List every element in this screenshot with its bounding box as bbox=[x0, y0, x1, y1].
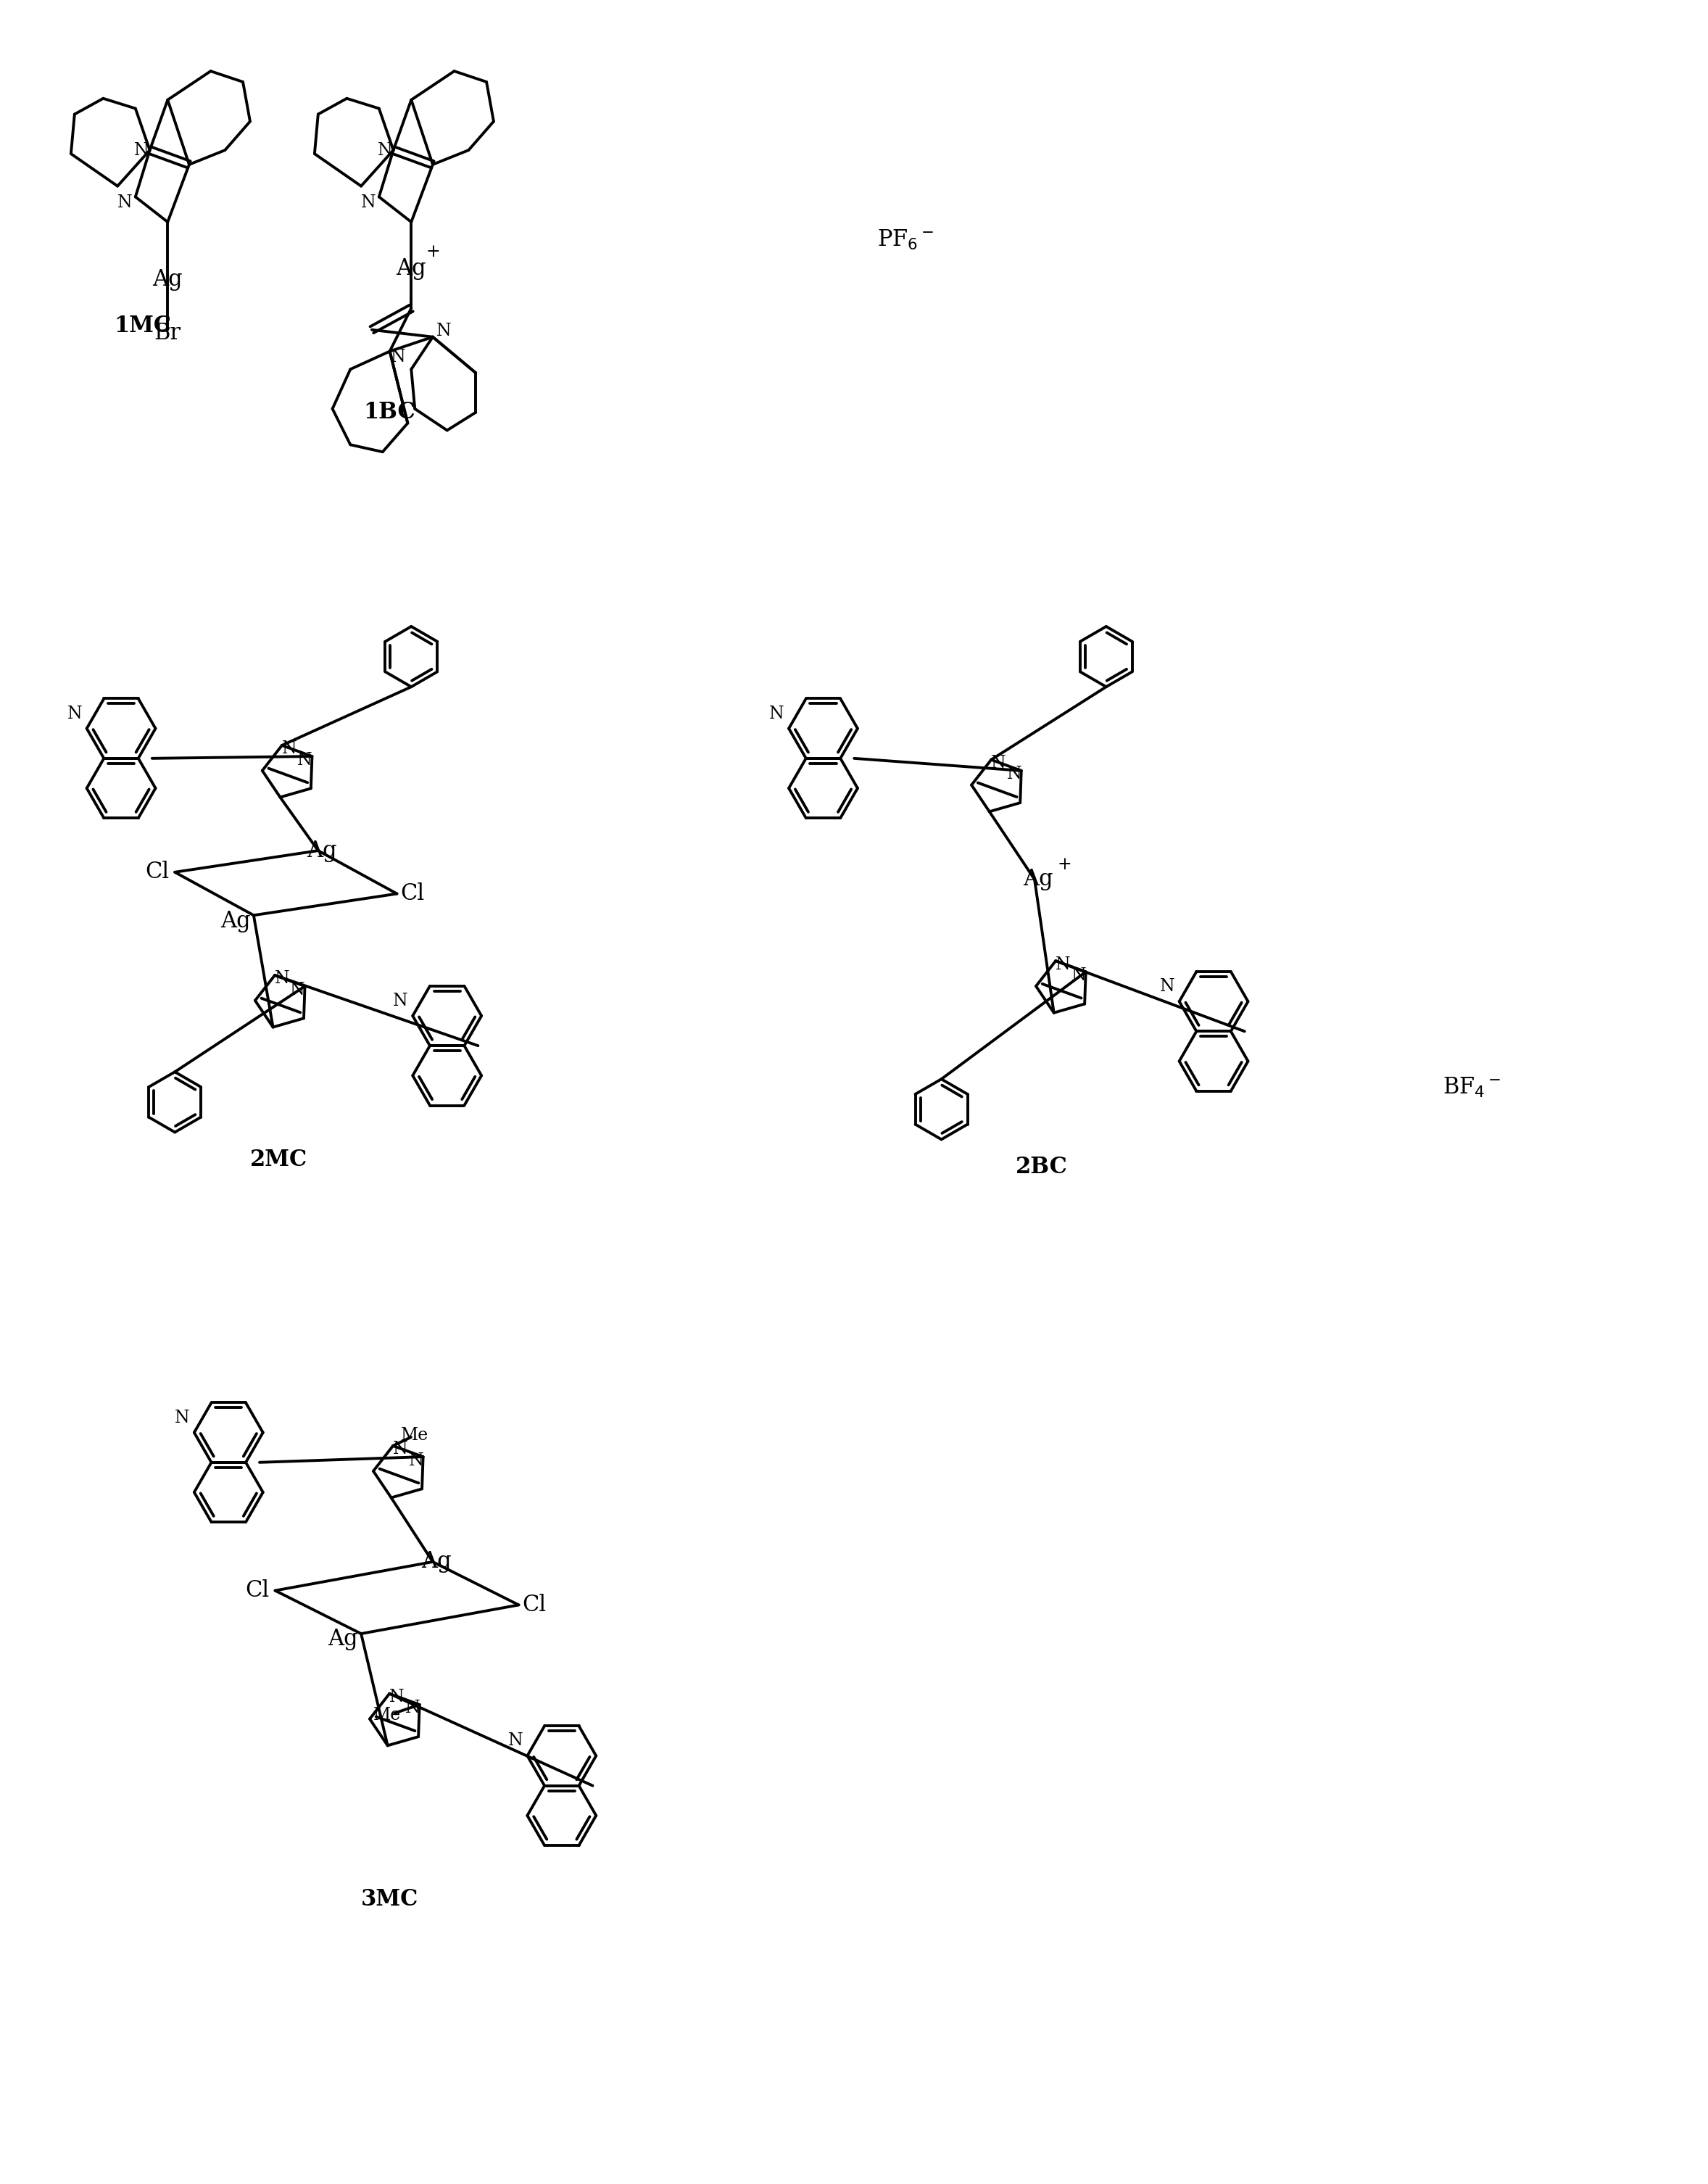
Text: N: N bbox=[393, 1441, 408, 1457]
Text: N: N bbox=[133, 142, 149, 159]
Text: Cl: Cl bbox=[523, 1594, 547, 1616]
Text: N: N bbox=[275, 970, 289, 987]
Text: Ag: Ag bbox=[328, 1629, 359, 1651]
Text: N: N bbox=[507, 1732, 523, 1749]
Text: Ag: Ag bbox=[1023, 867, 1054, 891]
Text: N: N bbox=[991, 756, 1006, 771]
Text: N: N bbox=[297, 751, 313, 769]
Text: N: N bbox=[1071, 968, 1086, 983]
Text: Cl: Cl bbox=[246, 1579, 270, 1601]
Text: Ag: Ag bbox=[152, 269, 183, 290]
Text: N: N bbox=[377, 142, 393, 159]
Text: N: N bbox=[405, 1699, 420, 1717]
Text: N: N bbox=[769, 705, 784, 723]
Text: N: N bbox=[391, 349, 407, 365]
Text: N: N bbox=[118, 194, 132, 212]
Text: N: N bbox=[67, 705, 82, 723]
Text: +: + bbox=[1057, 856, 1073, 874]
Text: 1MC: 1MC bbox=[114, 314, 171, 336]
Text: 2BC: 2BC bbox=[1016, 1155, 1068, 1177]
Text: Me: Me bbox=[401, 1426, 429, 1444]
Text: Cl: Cl bbox=[145, 860, 169, 882]
Text: N: N bbox=[436, 323, 451, 339]
Text: N: N bbox=[1056, 957, 1071, 972]
Text: PF$_6$$^-$: PF$_6$$^-$ bbox=[876, 229, 934, 251]
Text: N: N bbox=[389, 1688, 405, 1706]
Text: Me: Me bbox=[374, 1708, 401, 1723]
Text: Ag: Ag bbox=[422, 1551, 451, 1572]
Text: Br: Br bbox=[154, 321, 181, 345]
Text: Ag: Ag bbox=[396, 258, 427, 280]
Text: Ag: Ag bbox=[307, 839, 336, 863]
Text: Cl: Cl bbox=[401, 882, 425, 904]
Text: +: + bbox=[425, 245, 441, 260]
Text: N: N bbox=[393, 992, 408, 1009]
Text: N: N bbox=[282, 740, 297, 758]
Text: N: N bbox=[408, 1452, 424, 1468]
Text: Ag: Ag bbox=[220, 911, 251, 933]
Text: N: N bbox=[1160, 978, 1175, 996]
Text: N: N bbox=[1006, 767, 1021, 782]
Text: N: N bbox=[174, 1409, 190, 1426]
Text: 1BC: 1BC bbox=[364, 402, 415, 424]
Text: BF$_4$$^-$: BF$_4$$^-$ bbox=[1443, 1077, 1501, 1099]
Text: 3MC: 3MC bbox=[360, 1889, 418, 1911]
Text: 2MC: 2MC bbox=[249, 1149, 307, 1171]
Text: N: N bbox=[360, 194, 376, 212]
Text: N: N bbox=[290, 981, 306, 998]
